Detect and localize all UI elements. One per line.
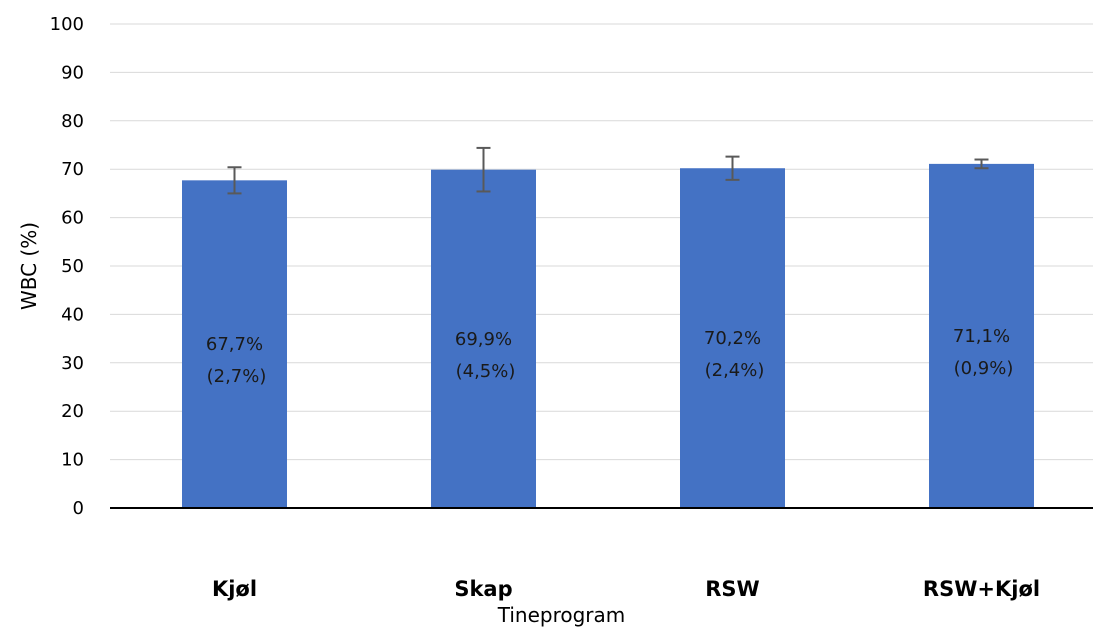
error-bar	[227, 166, 242, 195]
y-tick-label: 20	[61, 401, 84, 422]
y-axis-title: WBC (%)	[17, 222, 41, 310]
x-category-label: Skap	[454, 577, 512, 601]
data-label-sd: (4,5%)	[456, 361, 516, 382]
bar	[680, 168, 785, 508]
data-label-value: 70,2%	[704, 328, 761, 349]
x-category-label: RSW+Kjøl	[923, 577, 1040, 601]
y-tick-label: 50	[61, 256, 84, 277]
error-bar	[725, 155, 740, 181]
x-axis-title: Tineprogram	[497, 603, 626, 627]
data-label-sd: (2,7%)	[207, 366, 267, 387]
data-label-value: 71,1%	[953, 326, 1010, 347]
y-tick-label: 30	[61, 353, 84, 374]
data-label-sd: (0,9%)	[954, 358, 1014, 379]
bars	[182, 163, 1034, 508]
y-tick-label: 90	[61, 62, 84, 83]
x-category-label: RSW	[705, 577, 759, 601]
data-labels: 67,7% (2,7%) 69,9% (4,5%) 70,2% (2,4%) 71,1% (0…	[206, 326, 1013, 387]
data-label-value: 67,7%	[206, 334, 263, 355]
y-tick-label: 60	[61, 208, 84, 229]
y-tick-label: 0	[73, 498, 84, 519]
y-tick-label: 40	[61, 304, 84, 325]
bar	[929, 163, 1034, 508]
data-label-sd: (2,4%)	[705, 360, 765, 381]
y-axis-ticks: 0 10 20 30 40 50 60 70 80 90 100	[50, 14, 84, 519]
data-label-value: 69,9%	[455, 329, 512, 350]
y-tick-label: 80	[61, 111, 84, 132]
x-category-label: Kjøl	[212, 577, 257, 601]
x-axis-categories: Kjøl Skap RSW RSW+Kjøl	[212, 577, 1040, 601]
error-bars	[227, 146, 989, 195]
bar	[431, 169, 536, 508]
y-tick-label: 10	[61, 450, 84, 471]
y-tick-label: 100	[50, 14, 84, 35]
bar	[182, 180, 287, 508]
error-bar	[476, 146, 491, 193]
error-bar	[974, 158, 989, 170]
y-tick-label: 70	[61, 159, 84, 180]
